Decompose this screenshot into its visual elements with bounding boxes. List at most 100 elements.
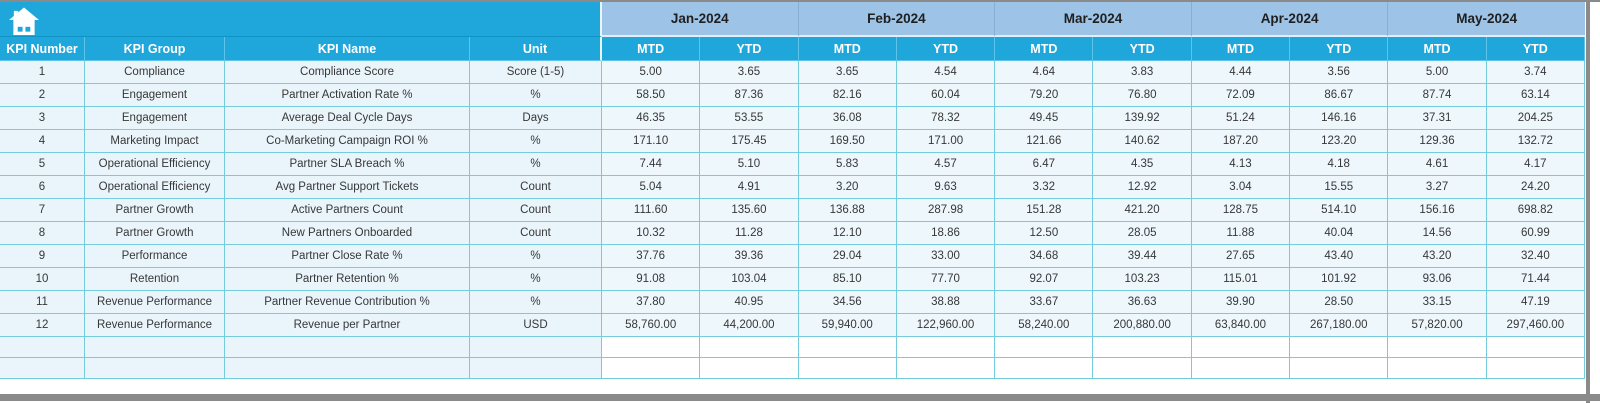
value-cell[interactable]: 4.35 [1093,153,1192,176]
col-header-apr-mtd[interactable]: MTD [1191,37,1291,61]
value-cell[interactable]: 4.44 [1191,61,1291,84]
month-header-jan[interactable]: Jan-2024 [602,2,799,37]
home-icon[interactable] [8,7,600,36]
empty-value-cell[interactable] [1093,337,1192,358]
value-cell[interactable]: 71.44 [1486,268,1585,291]
empty-value-cell[interactable] [1290,337,1389,358]
value-cell[interactable]: 103.04 [700,268,799,291]
value-cell[interactable]: 58,240.00 [995,314,1094,337]
value-cell[interactable]: 12.92 [1093,176,1192,199]
value-cell[interactable]: 6.47 [995,153,1094,176]
empty-left-cell[interactable] [225,337,470,358]
value-cell[interactable]: 39.36 [700,245,799,268]
value-cell[interactable]: 51.24 [1191,107,1291,130]
empty-value-cell[interactable] [1486,358,1585,379]
value-cell[interactable]: 3.56 [1290,61,1389,84]
value-cell[interactable]: 33.67 [995,291,1094,314]
kpi-number-cell[interactable]: 3 [0,107,85,130]
value-cell[interactable]: 4.91 [700,176,799,199]
value-cell[interactable]: 79.20 [995,84,1094,107]
kpi-number-cell[interactable]: 1 [0,61,85,84]
value-cell[interactable]: 63.14 [1486,84,1585,107]
value-cell[interactable]: 200,880.00 [1093,314,1192,337]
value-cell[interactable]: 171.10 [602,130,701,153]
value-cell[interactable]: 4.17 [1486,153,1585,176]
value-cell[interactable]: 87.74 [1388,84,1487,107]
kpi-name-cell[interactable]: Partner Activation Rate % [225,84,470,107]
value-cell[interactable]: 121.66 [995,130,1094,153]
value-cell[interactable]: 129.36 [1388,130,1487,153]
empty-value-cell[interactable] [1093,358,1192,379]
value-cell[interactable]: 12.10 [798,222,897,245]
kpi-number-cell[interactable]: 5 [0,153,85,176]
value-cell[interactable]: 136.88 [798,199,897,222]
value-cell[interactable]: 77.70 [896,268,996,291]
value-cell[interactable]: 59,940.00 [798,314,897,337]
value-cell[interactable]: 5.10 [700,153,799,176]
value-cell[interactable]: 53.55 [700,107,799,130]
value-cell[interactable]: 60.04 [896,84,996,107]
kpi-name-cell[interactable]: New Partners Onboarded [225,222,470,245]
value-cell[interactable]: 135.60 [700,199,799,222]
kpi-group-cell[interactable]: Operational Efficiency [85,176,225,199]
empty-left-cell[interactable] [85,337,225,358]
kpi-group-cell[interactable]: Revenue Performance [85,291,225,314]
kpi-unit-cell[interactable]: % [470,84,602,107]
kpi-number-cell[interactable]: 4 [0,130,85,153]
kpi-number-cell[interactable]: 12 [0,314,85,337]
value-cell[interactable]: 15.55 [1290,176,1389,199]
col-header-may-mtd[interactable]: MTD [1388,37,1487,61]
value-cell[interactable]: 43.40 [1290,245,1389,268]
value-cell[interactable]: 4.64 [995,61,1094,84]
value-cell[interactable]: 18.86 [896,222,996,245]
value-cell[interactable]: 12.50 [995,222,1094,245]
empty-value-cell[interactable] [1486,337,1585,358]
value-cell[interactable]: 103.23 [1093,268,1192,291]
value-cell[interactable]: 40.95 [700,291,799,314]
value-cell[interactable]: 287.98 [896,199,996,222]
value-cell[interactable]: 36.63 [1093,291,1192,314]
value-cell[interactable]: 93.06 [1388,268,1487,291]
value-cell[interactable]: 29.04 [798,245,897,268]
value-cell[interactable]: 297,460.00 [1486,314,1585,337]
col-header-apr-ytd[interactable]: YTD [1290,37,1389,61]
value-cell[interactable]: 115.01 [1191,268,1291,291]
value-cell[interactable]: 58.50 [602,84,701,107]
empty-value-cell[interactable] [1290,358,1389,379]
kpi-group-cell[interactable]: Operational Efficiency [85,153,225,176]
kpi-name-cell[interactable]: Avg Partner Support Tickets [225,176,470,199]
empty-left-cell[interactable] [470,337,602,358]
value-cell[interactable]: 33.15 [1388,291,1487,314]
value-cell[interactable]: 139.92 [1093,107,1192,130]
kpi-group-cell[interactable]: Engagement [85,107,225,130]
value-cell[interactable]: 43.20 [1388,245,1487,268]
col-header-kpi-group[interactable]: KPI Group [85,37,225,61]
empty-left-cell[interactable] [0,358,85,379]
value-cell[interactable]: 87.36 [700,84,799,107]
value-cell[interactable]: 91.08 [602,268,701,291]
kpi-number-cell[interactable]: 8 [0,222,85,245]
kpi-number-cell[interactable]: 6 [0,176,85,199]
month-header-mar[interactable]: Mar-2024 [995,2,1192,37]
kpi-name-cell[interactable]: Partner Revenue Contribution % [225,291,470,314]
kpi-name-cell[interactable]: Compliance Score [225,61,470,84]
value-cell[interactable]: 39.90 [1191,291,1291,314]
value-cell[interactable]: 46.35 [602,107,701,130]
col-header-kpi-name[interactable]: KPI Name [225,37,470,61]
empty-value-cell[interactable] [798,337,897,358]
kpi-name-cell[interactable]: Partner Retention % [225,268,470,291]
empty-value-cell[interactable] [1388,337,1487,358]
kpi-unit-cell[interactable]: Count [470,222,602,245]
value-cell[interactable]: 85.10 [798,268,897,291]
col-header-mar-ytd[interactable]: YTD [1093,37,1192,61]
kpi-unit-cell[interactable]: % [470,245,602,268]
empty-left-cell[interactable] [225,358,470,379]
value-cell[interactable]: 698.82 [1486,199,1585,222]
kpi-unit-cell[interactable]: Score (1-5) [470,61,602,84]
value-cell[interactable]: 7.44 [602,153,701,176]
kpi-name-cell[interactable]: Average Deal Cycle Days [225,107,470,130]
kpi-unit-cell[interactable]: Count [470,199,602,222]
value-cell[interactable]: 132.72 [1486,130,1585,153]
empty-value-cell[interactable] [798,358,897,379]
value-cell[interactable]: 78.32 [896,107,996,130]
